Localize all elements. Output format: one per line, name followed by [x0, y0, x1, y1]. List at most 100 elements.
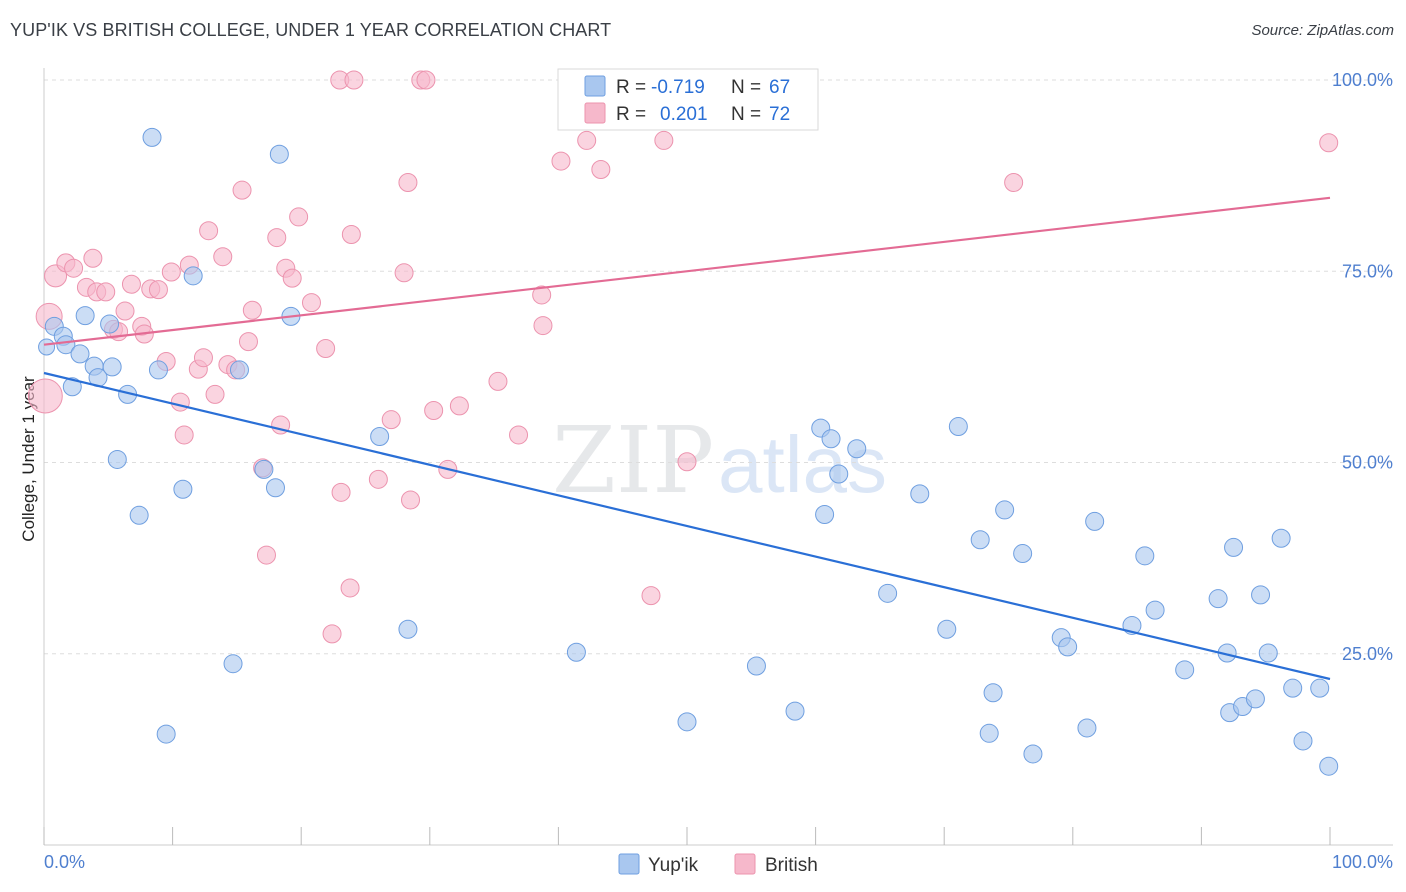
- chart-title: YUP'IK VS BRITISH COLLEGE, UNDER 1 YEAR …: [10, 20, 612, 40]
- yupik-point: [100, 314, 120, 334]
- british-point: [331, 482, 351, 502]
- yupik-point: [265, 478, 285, 498]
- british-point: [301, 293, 321, 313]
- yupik-point: [937, 619, 957, 639]
- yupik-point: [815, 505, 835, 525]
- yupik-point: [1023, 744, 1043, 764]
- yupik-point: [1208, 589, 1228, 609]
- british-point: [641, 586, 661, 606]
- legend-yupik-n-label: N =: [731, 77, 761, 98]
- legend-british-r-value: 0.201: [660, 104, 708, 125]
- british-point: [381, 410, 401, 430]
- bottom-legend: Yup'ik British: [618, 853, 818, 876]
- yupik-point: [1258, 643, 1278, 663]
- x-tick-label-max: 100.0%: [1332, 852, 1393, 872]
- british-point: [289, 207, 309, 227]
- yupik-point: [1310, 678, 1330, 698]
- yupik-point: [148, 360, 168, 380]
- yupik-point: [1224, 537, 1244, 557]
- yupik-point: [56, 335, 76, 355]
- british-point: [174, 425, 194, 445]
- yupik-point: [1135, 546, 1155, 566]
- yupik-point: [1319, 756, 1339, 776]
- yupik-point: [38, 338, 56, 356]
- british-point: [64, 258, 84, 278]
- yupik-point: [1251, 585, 1271, 605]
- british-point: [677, 452, 697, 472]
- british-point: [394, 263, 414, 283]
- legend-swatch-british: [584, 102, 606, 124]
- british-point: [267, 228, 287, 248]
- bottom-legend-swatch-yupik: [618, 853, 640, 875]
- british-point: [344, 70, 364, 90]
- legend-british-n-value: 72: [769, 104, 790, 125]
- yupik-point: [1271, 528, 1291, 548]
- british-point: [161, 262, 181, 282]
- yupik-point: [1013, 544, 1033, 564]
- bottom-legend-label-british: British: [765, 855, 818, 876]
- british-point: [340, 578, 360, 598]
- yupik-point: [821, 429, 841, 449]
- y-tick-label: 100.0%: [1332, 70, 1393, 90]
- y-tick-label: 25.0%: [1342, 644, 1393, 664]
- british-point: [398, 173, 418, 193]
- british-point: [509, 425, 529, 445]
- yupik-point: [746, 656, 766, 676]
- british-point: [121, 274, 141, 294]
- yupik-point: [1145, 600, 1165, 620]
- british-point: [316, 339, 336, 359]
- legend-yupik-n-value: 67: [769, 77, 790, 98]
- british-point: [213, 247, 233, 267]
- yupik-point: [1283, 678, 1303, 698]
- yupik-point: [70, 344, 90, 364]
- yupik-point: [229, 360, 249, 380]
- legend-swatch-yupik: [584, 75, 606, 97]
- british-points: [27, 70, 1339, 644]
- yupik-point: [102, 357, 122, 377]
- yupik-point: [1085, 511, 1105, 531]
- y-tick-label: 75.0%: [1342, 261, 1393, 281]
- yupik-point: [910, 484, 930, 504]
- axes: [43, 68, 1393, 846]
- yupik-point: [75, 306, 95, 326]
- british-point: [591, 160, 611, 180]
- british-point: [1004, 173, 1024, 193]
- trend-lines: [43, 196, 1331, 681]
- british-point: [1319, 133, 1339, 153]
- yupik-point: [995, 500, 1015, 520]
- yupik-point: [566, 642, 586, 662]
- legend-yupik-r-value: -0.719: [651, 77, 705, 98]
- yupik-point: [1245, 689, 1265, 709]
- british-point: [238, 332, 258, 352]
- yupik-point: [370, 426, 390, 446]
- british-point: [449, 396, 469, 416]
- yupik-point: [223, 654, 243, 674]
- yupik-point: [1175, 660, 1195, 680]
- bottom-legend-swatch-british: [734, 853, 756, 875]
- british-point: [368, 469, 388, 489]
- yupik-point: [1293, 731, 1313, 751]
- british-point: [551, 151, 571, 171]
- bottom-legend-label-yupik: Yup'ik: [648, 855, 699, 876]
- yupik-point: [107, 449, 127, 469]
- legend-box: R = -0.719 N = 67 R = 0.201 N = 72: [557, 68, 819, 131]
- british-point: [488, 371, 508, 391]
- yupik-points: [38, 127, 1339, 776]
- british-point: [341, 225, 361, 245]
- british-point: [322, 624, 342, 644]
- british-point: [96, 282, 116, 302]
- british-point: [199, 221, 219, 241]
- legend-british-r-label: R =: [616, 104, 646, 125]
- yupik-point: [269, 144, 289, 164]
- british-point: [654, 130, 674, 150]
- yupik-point: [878, 583, 898, 603]
- british-trend-line: [43, 196, 1331, 346]
- british-point: [282, 268, 302, 288]
- yupik-point: [156, 724, 176, 744]
- legend-british-n-label: N =: [731, 104, 761, 125]
- british-point: [256, 545, 276, 565]
- yupik-point: [1077, 718, 1097, 738]
- yupik-point: [142, 127, 162, 147]
- british-point: [424, 400, 444, 420]
- y-tick-labels: 25.0% 50.0% 75.0% 100.0%: [1332, 70, 1393, 664]
